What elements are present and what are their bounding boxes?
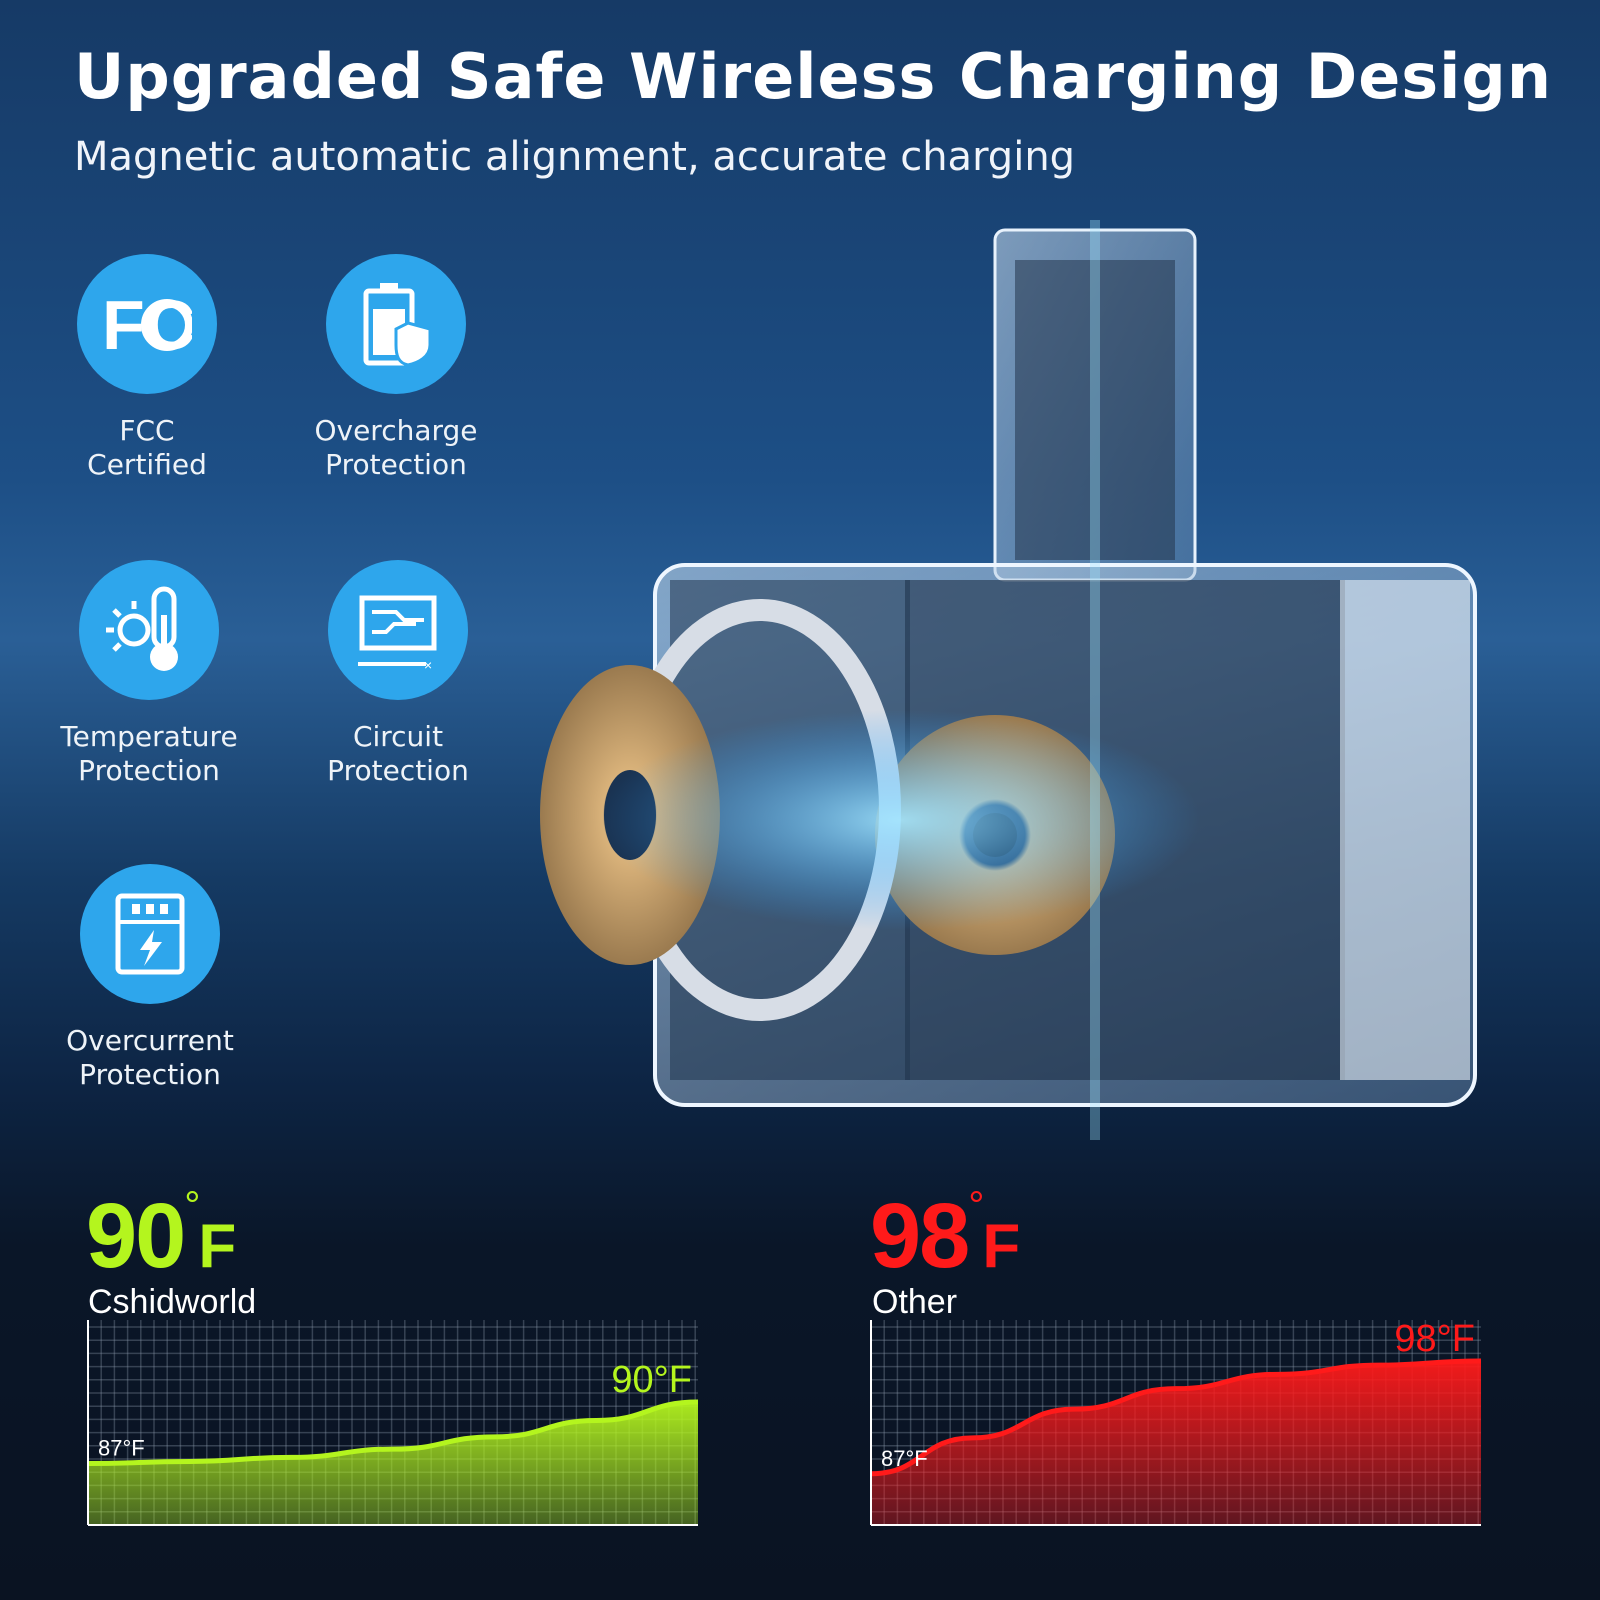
temp-unit: F: [198, 1212, 236, 1281]
start-temp-label: 87°F: [881, 1446, 928, 1471]
our-temperature: 90°F: [86, 1186, 236, 1282]
chart-area: [88, 1402, 698, 1525]
temp-unit: F: [982, 1212, 1020, 1281]
power-lightning-icon: [80, 864, 220, 1004]
chart-line: [87, 1399, 699, 1466]
feature-label: Protection: [325, 448, 467, 481]
our-brand-label: Cshidworld: [88, 1283, 257, 1321]
end-temp-label: 98°F: [1394, 1320, 1475, 1360]
fcc-logo-icon: FC: [77, 254, 217, 394]
feature-label: Protection: [79, 1058, 221, 1091]
degree-symbol: °: [968, 1184, 984, 1228]
feature-circuit-protection: × Circuit Protection: [278, 560, 518, 788]
page-title: Upgraded Safe Wireless Charging Design: [74, 40, 1552, 113]
chart-area: [871, 1361, 1481, 1525]
page-subtitle: Magnetic automatic alignment, accurate c…: [74, 134, 1076, 180]
end-temp-label: 90°F: [611, 1359, 692, 1401]
feature-label: Overcharge: [314, 414, 478, 447]
feature-label: Circuit: [352, 720, 444, 753]
feature-label: Temperature: [60, 720, 238, 753]
battery-shield-icon: [326, 254, 466, 394]
other-brand-label: Other: [872, 1283, 958, 1321]
feature-label: FCC: [119, 414, 175, 447]
feature-label: Overcurrent: [66, 1024, 234, 1057]
temperature-chart-ours: 87°F 90°F: [87, 1320, 699, 1526]
degree-symbol: °: [184, 1184, 200, 1228]
temp-value: 98: [870, 1185, 970, 1287]
feature-overcharge-protection: Overcharge Protection: [276, 254, 516, 482]
feature-overcurrent-protection: Overcurrent Protection: [30, 864, 270, 1092]
circuit-board-icon: ×: [328, 560, 468, 700]
temp-value: 90: [86, 1185, 186, 1287]
start-temp-label: 87°F: [98, 1436, 145, 1461]
feature-temperature-protection: Temperature Protection: [29, 560, 269, 788]
feature-fcc-certified: FC FCC Certified: [27, 254, 267, 482]
feature-label: Certified: [87, 448, 207, 481]
feature-label: Protection: [327, 754, 469, 787]
temperature-chart-other: 87°F 98°F: [870, 1320, 1482, 1526]
svg-text:×: ×: [424, 657, 432, 672]
sun-thermometer-icon: [79, 560, 219, 700]
chart-line: [870, 1358, 1482, 1477]
other-temperature: 98°F: [870, 1186, 1020, 1282]
feature-label: Protection: [78, 754, 220, 787]
charger-product-image: [540, 220, 1477, 1140]
